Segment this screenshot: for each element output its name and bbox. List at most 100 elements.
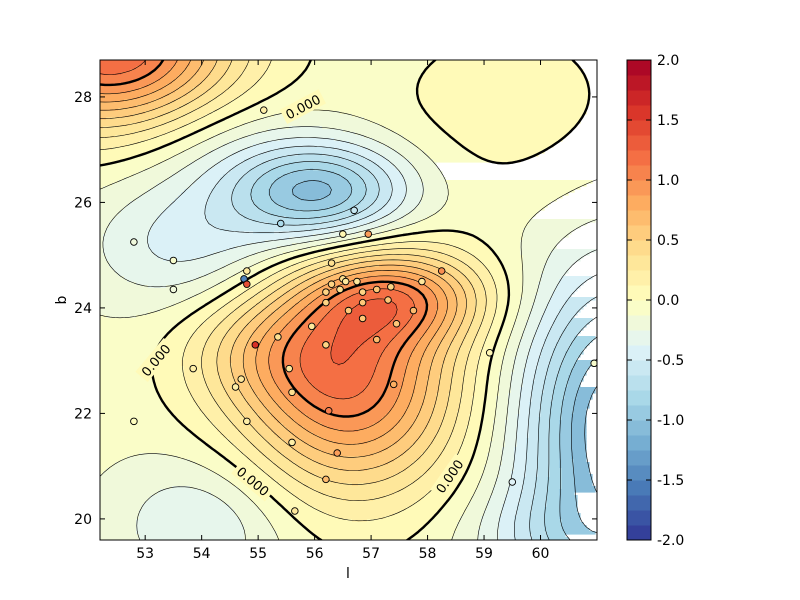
- data-point: [322, 288, 330, 296]
- contour-cell: [559, 447, 572, 451]
- contour-line: [100, 60, 429, 418]
- contour-cell: [208, 201, 233, 205]
- contour-cell: [346, 177, 362, 181]
- contour-cell: [166, 207, 206, 211]
- contour-cell: [520, 390, 533, 394]
- contour-cell: [244, 453, 263, 457]
- contour-cell: [100, 204, 128, 208]
- contour-cell: [244, 360, 257, 364]
- contour-cell: [328, 270, 344, 274]
- contour-cell: [229, 87, 251, 91]
- contour-line: [269, 169, 597, 540]
- contour-cell: [466, 432, 479, 436]
- contour-cell: [235, 339, 251, 343]
- contour-cell: [562, 519, 581, 523]
- contour-cell: [439, 126, 575, 130]
- contour-cell: [475, 372, 488, 376]
- contour-cell: [166, 333, 194, 337]
- contour-cell: [490, 369, 503, 373]
- contour-cell: [208, 75, 224, 79]
- contour-cell: [535, 489, 548, 493]
- contour-cell: [286, 282, 302, 286]
- contour-cell: [277, 450, 299, 454]
- contour-cell: [229, 438, 248, 442]
- contour-cell: [520, 303, 533, 307]
- contour-cell: [130, 123, 164, 127]
- contour-cell: [100, 333, 167, 337]
- contour-cell: [532, 501, 548, 505]
- contour-cell: [100, 180, 119, 184]
- contour-cell: [283, 507, 317, 511]
- contour-cell: [244, 108, 425, 112]
- contour-cell: [508, 300, 521, 304]
- contour-cell: [412, 354, 425, 358]
- contour-cell: [298, 408, 320, 412]
- contour-cell: [541, 318, 557, 322]
- contour-cell: [193, 75, 209, 79]
- contour-cell: [370, 204, 386, 208]
- contour-cell: [487, 456, 503, 460]
- contour-cell: [241, 330, 254, 334]
- contour-cell: [286, 456, 308, 460]
- contour-cell: [316, 507, 407, 511]
- contour-cell: [229, 276, 251, 280]
- contour-cell: [556, 342, 572, 346]
- contour-cell: [508, 399, 521, 403]
- contour-cell: [181, 168, 209, 172]
- contour-cell: [481, 420, 494, 424]
- contour-cell: [250, 276, 269, 280]
- contour-cell: [265, 333, 281, 337]
- contour-cell: [532, 393, 542, 397]
- contour-cell: [100, 297, 191, 301]
- contour-cell: [442, 369, 455, 373]
- contour-cell: [484, 408, 497, 412]
- contour-cell: [478, 357, 491, 361]
- contour-cell: [220, 375, 233, 379]
- contour-cell: [286, 348, 302, 352]
- contour-cell: [244, 369, 257, 373]
- contour-cell: [181, 360, 203, 364]
- contour-cell: [499, 372, 512, 376]
- contour-cell: [565, 351, 584, 355]
- contour-cell: [100, 84, 149, 88]
- contour-cell: [541, 414, 551, 418]
- contour-cell: [283, 294, 296, 298]
- contour-cell: [481, 423, 494, 427]
- contour-cell: [463, 384, 476, 388]
- contour-cell: [151, 369, 185, 373]
- contour-cell: [526, 462, 539, 466]
- contour-cell: [214, 495, 248, 499]
- contour-cell: [268, 354, 284, 358]
- contour-cell: [412, 162, 437, 166]
- contour-cell: [148, 189, 185, 193]
- contour-cell: [100, 201, 131, 205]
- contour-cell: [211, 420, 233, 424]
- contour-cell: [310, 381, 371, 385]
- contour-cell: [550, 252, 590, 256]
- contour-cell: [277, 297, 293, 301]
- contour-cell: [433, 408, 446, 412]
- contour-cell: [241, 213, 272, 217]
- contour-cell: [559, 366, 575, 370]
- contour-cell: [424, 183, 449, 187]
- contour-cell: [229, 459, 251, 463]
- contour-cell: [445, 414, 458, 418]
- contour-cell: [484, 414, 497, 418]
- contour-cell: [481, 321, 494, 325]
- contour-cell: [256, 315, 269, 319]
- contour-cell: [280, 270, 296, 274]
- contour-cell: [478, 360, 491, 364]
- contour-cell: [445, 447, 461, 451]
- contour-cell: [133, 132, 167, 136]
- contour-cell: [550, 357, 566, 361]
- contour-cell: [562, 360, 578, 364]
- contour-cell: [541, 399, 554, 403]
- contour-cell: [151, 366, 185, 370]
- contour-cell: [517, 423, 530, 427]
- contour-cell: [160, 342, 188, 346]
- contour-cell: [523, 291, 539, 295]
- contour-cell: [499, 387, 512, 391]
- contour-cell: [385, 387, 401, 391]
- contour-cell: [547, 480, 563, 484]
- contour-cell: [247, 90, 281, 94]
